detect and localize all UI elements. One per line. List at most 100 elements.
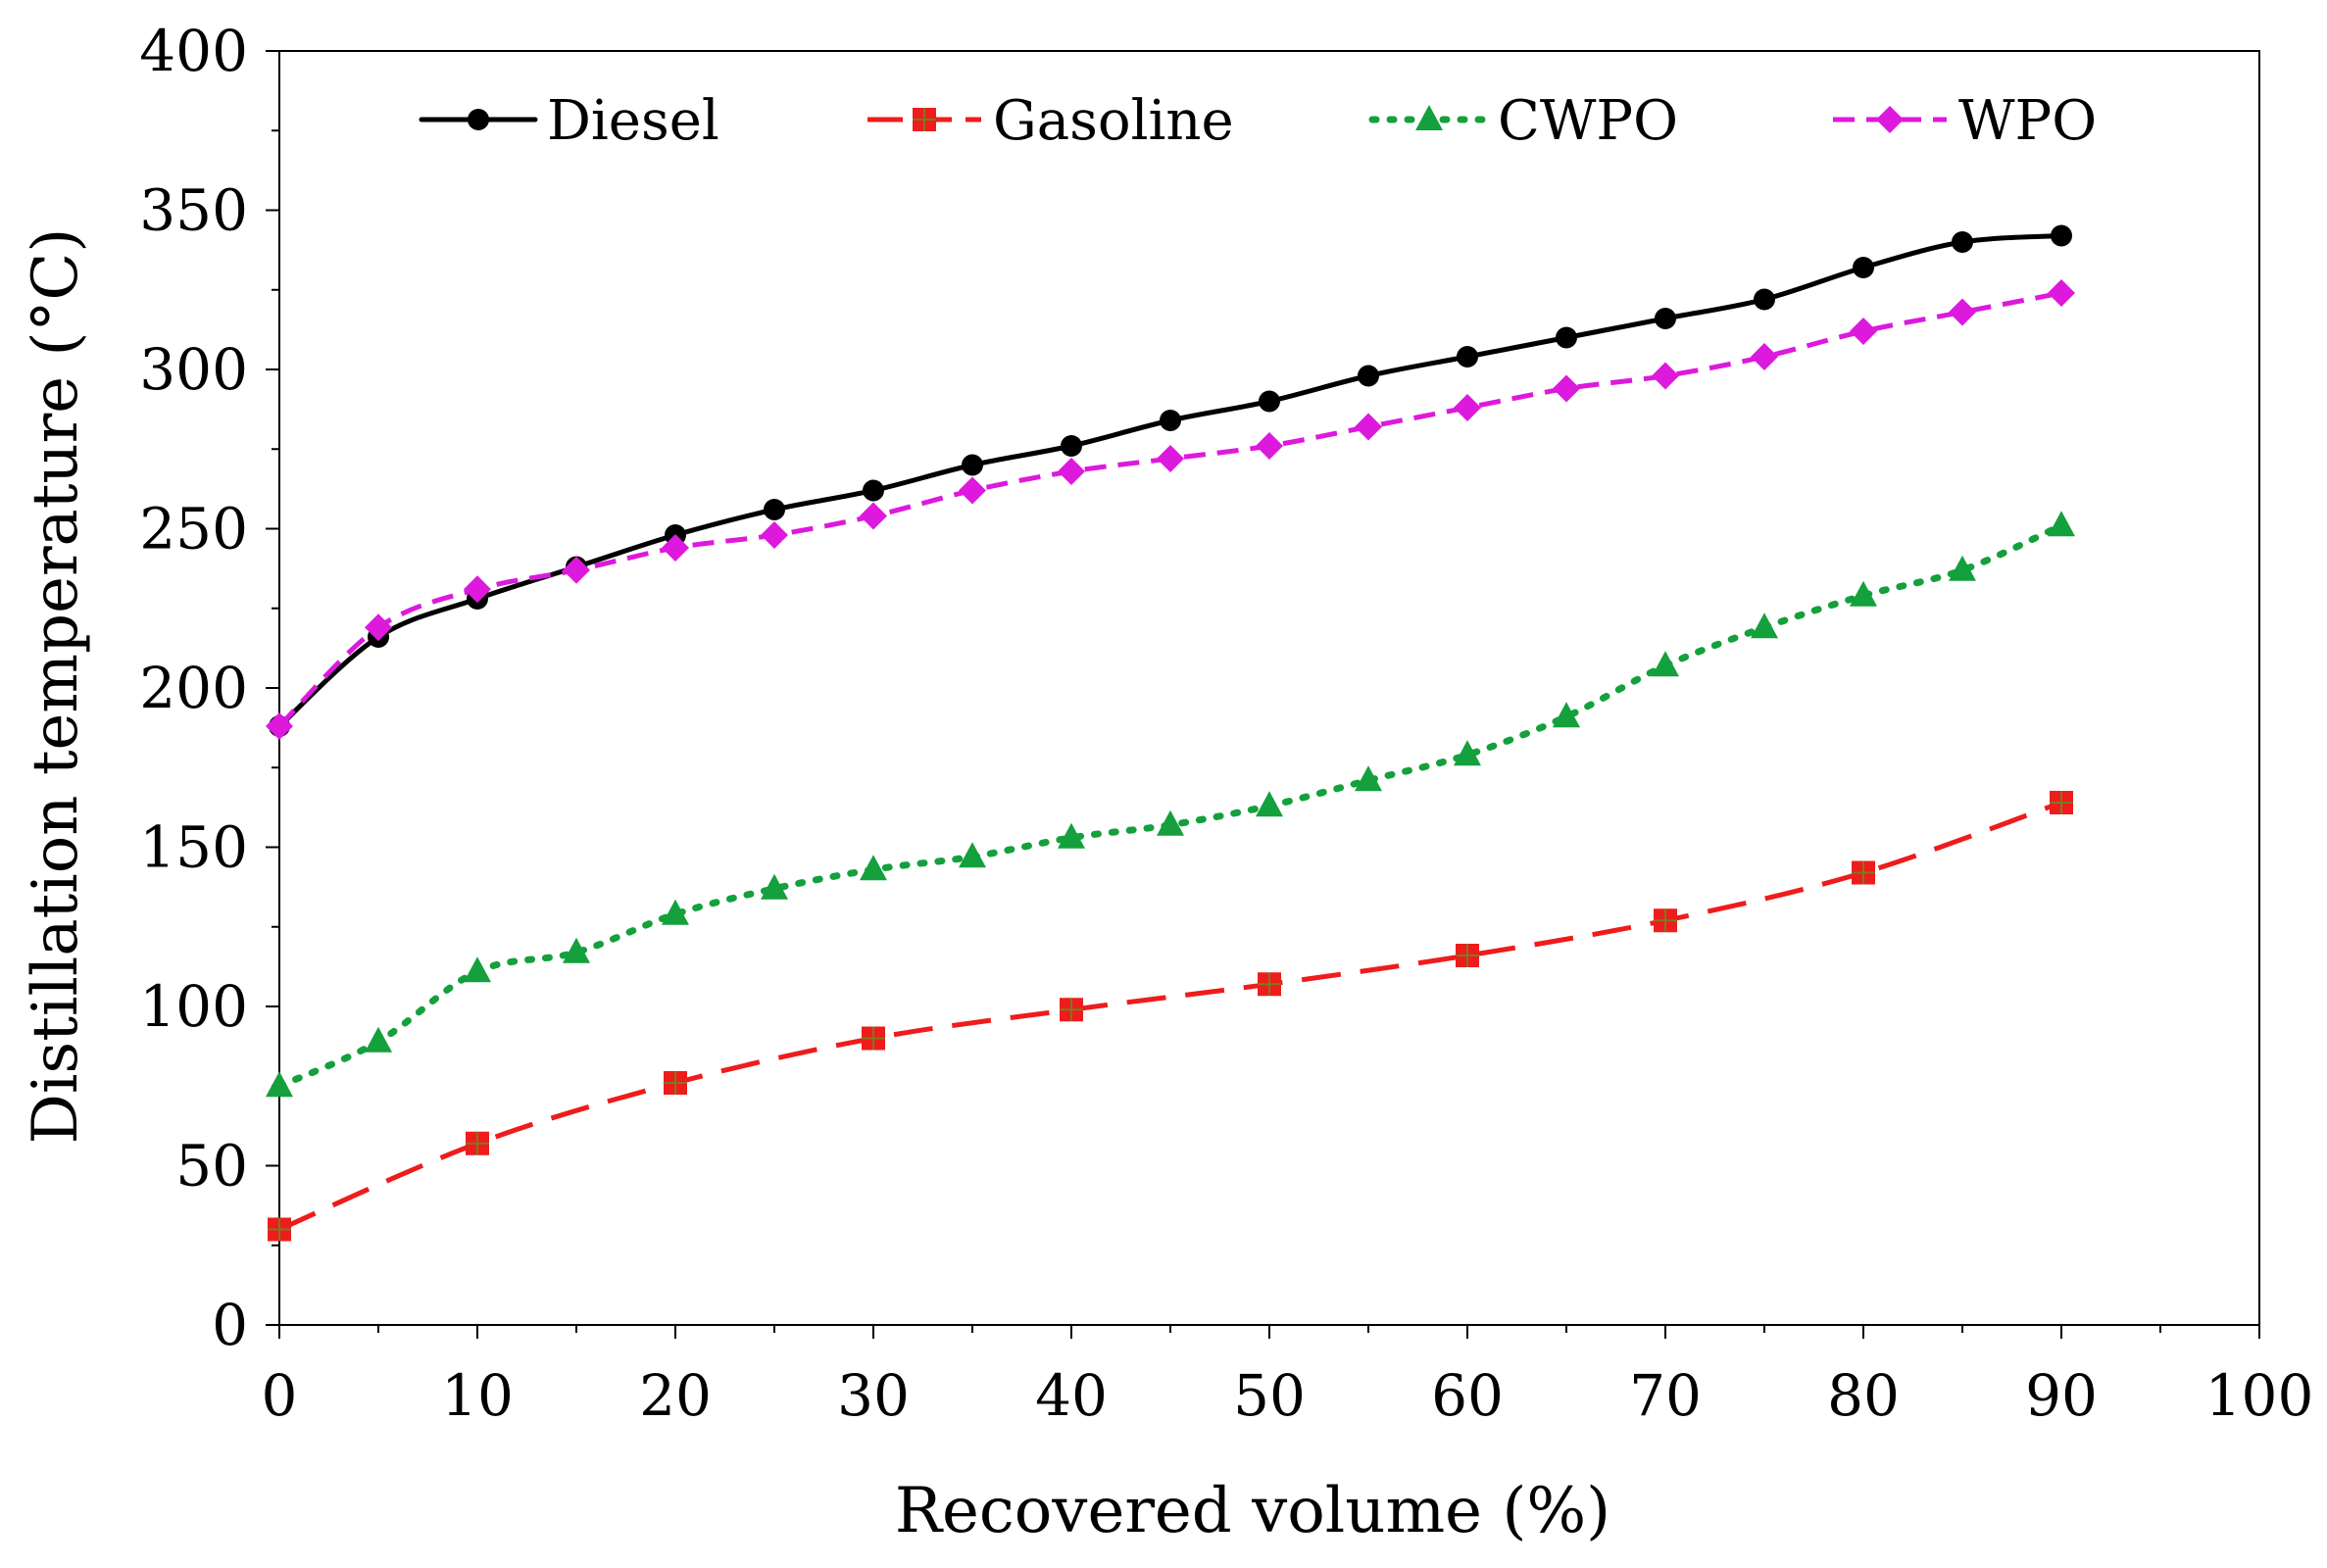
cwpo-point	[563, 937, 590, 963]
wpo-point	[761, 521, 788, 549]
cwpo-line	[275, 521, 2065, 1090]
y-axis-title: Distillation temperature (°C)	[20, 228, 92, 1145]
diesel-point	[1952, 231, 1973, 253]
cwpo-point	[1652, 651, 1679, 677]
gasoline-point	[1852, 860, 1875, 885]
diesel-point	[1457, 346, 1478, 368]
wpo-point	[1058, 458, 1085, 485]
legend-swatch-marker	[1415, 105, 1443, 130]
diesel-point	[962, 454, 983, 476]
cwpo-point	[365, 1026, 392, 1053]
gasoline-point	[2050, 791, 2073, 814]
wpo-point	[1553, 374, 1580, 403]
cwpo-point	[2048, 511, 2075, 537]
diesel-point	[1853, 257, 1874, 278]
axis-labels: Recovered volume (%) Distillation temper…	[20, 228, 1610, 1547]
diesel-line	[276, 233, 2064, 729]
wpo-point	[1850, 318, 1877, 345]
series-gasoline	[268, 791, 2073, 1242]
cwpo-point	[1553, 702, 1580, 728]
series-cwpo	[266, 511, 2075, 1098]
gasoline-line	[278, 800, 2062, 1232]
wpo-point	[1355, 413, 1382, 441]
diesel-point	[1556, 326, 1577, 349]
x-tick-label: 40	[1035, 1362, 1108, 1429]
cwpo-point	[1751, 612, 1778, 639]
gasoline-point	[862, 1026, 885, 1051]
y-tick-label: 250	[139, 496, 248, 563]
diesel-point	[1655, 308, 1676, 329]
legend-swatch-marker	[1876, 106, 1904, 133]
y-tick-label: 350	[139, 177, 248, 244]
cwpo-point	[1949, 555, 1976, 581]
y-tick-label: 400	[139, 18, 248, 84]
series-diesel	[269, 224, 2072, 737]
legend-swatch-marker	[913, 108, 936, 131]
diesel-point	[1358, 365, 1379, 387]
y-tick-label: 200	[139, 655, 248, 721]
gasoline-point	[1258, 972, 1281, 997]
cwpo-point	[860, 855, 887, 881]
gasoline-point	[664, 1071, 687, 1095]
wpo-point	[2048, 279, 2075, 307]
x-axis-title: Recovered volume (%)	[895, 1475, 1610, 1547]
wpo-point	[464, 575, 491, 604]
gasoline-point	[1456, 944, 1479, 967]
x-tick-label: 70	[1629, 1362, 1702, 1429]
gasoline-point	[1654, 908, 1677, 933]
diesel-point	[863, 479, 884, 502]
x-tick-label: 60	[1431, 1362, 1504, 1429]
x-tick-label: 80	[1827, 1362, 1900, 1429]
cwpo-point	[1355, 765, 1382, 792]
legend-item-wpo: WPO	[1833, 89, 2097, 153]
x-tick-label: 100	[2205, 1362, 2314, 1429]
x-tick-label: 90	[2025, 1362, 2098, 1429]
y-tick-label: 150	[139, 814, 248, 881]
wpo-line	[277, 290, 2062, 728]
diesel-point	[1754, 288, 1775, 311]
wpo-point	[1454, 394, 1481, 421]
legend-label-gasoline: Gasoline	[993, 89, 1234, 153]
diesel-point	[1061, 435, 1082, 457]
legend: Diesel Gasoline CWPO WPO	[419, 89, 2097, 153]
series-wpo	[266, 279, 2075, 740]
wpo-point	[1751, 343, 1778, 370]
x-tick-label: 50	[1233, 1362, 1306, 1429]
wpo-point	[662, 534, 689, 562]
diesel-point	[2051, 224, 2072, 247]
wpo-point	[365, 613, 392, 642]
cwpo-point	[1454, 740, 1481, 766]
wpo-point	[1652, 362, 1679, 390]
x-tick-label: 20	[639, 1362, 712, 1429]
diesel-point	[1160, 410, 1181, 431]
cwpo-point	[1157, 809, 1184, 836]
x-tick-label: 0	[262, 1362, 298, 1429]
tick-marks: 0 50 100 150 200 250 300 350 400 0 10 20 30 40 50 60 70 8…	[139, 18, 2313, 1429]
diesel-point	[764, 499, 785, 520]
x-tick-label: 10	[441, 1362, 514, 1429]
gasoline-point	[1060, 998, 1083, 1022]
cwpo-point	[266, 1071, 293, 1098]
cwpo-point	[761, 873, 788, 900]
cwpo-point	[1058, 822, 1085, 849]
wpo-point	[860, 502, 887, 530]
legend-label-wpo: WPO	[1958, 89, 2097, 153]
gasoline-point	[466, 1131, 489, 1155]
legend-item-diesel: Diesel	[419, 89, 719, 153]
cwpo-point	[1850, 580, 1877, 607]
y-tick-label: 100	[139, 973, 248, 1040]
wpo-point	[266, 712, 293, 740]
y-tick-label: 300	[139, 336, 248, 403]
data-series	[266, 224, 2075, 1242]
cwpo-point	[662, 899, 689, 925]
wpo-point	[959, 476, 986, 505]
y-tick-label: 50	[175, 1133, 248, 1200]
cwpo-point	[1256, 791, 1283, 817]
y-tick-label: 0	[212, 1292, 248, 1358]
legend-label-diesel: Diesel	[547, 89, 719, 153]
legend-item-cwpo: CWPO	[1368, 89, 1678, 153]
cwpo-point	[464, 956, 491, 983]
diesel-point	[1259, 390, 1280, 413]
gasoline-point	[268, 1217, 291, 1242]
